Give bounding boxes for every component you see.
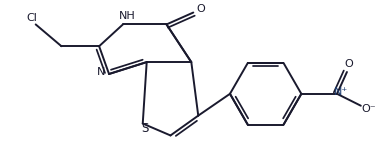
Text: N⁺: N⁺	[334, 87, 348, 97]
Text: Cl: Cl	[26, 13, 37, 24]
Text: S: S	[141, 122, 149, 135]
Text: NH: NH	[118, 12, 135, 21]
Text: O: O	[344, 59, 353, 69]
Text: N: N	[97, 67, 105, 77]
Text: O: O	[197, 4, 206, 14]
Text: O⁻: O⁻	[361, 104, 376, 114]
